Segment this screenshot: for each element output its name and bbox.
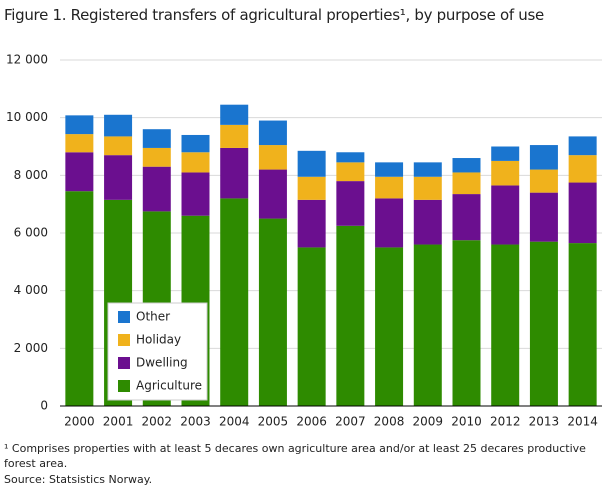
y-tick-label: 4 000 [14, 283, 48, 297]
bar-segment [491, 160, 520, 186]
bar-segment [568, 243, 597, 406]
bar-segment [452, 194, 481, 241]
bar-segment [181, 172, 210, 216]
x-tick-label: 2009 [413, 415, 444, 429]
bar-segment [375, 176, 404, 199]
bar-segment [452, 158, 481, 173]
chart-title: Figure 1. Registered transfers of agricu… [4, 6, 544, 24]
bar-segment [297, 176, 326, 200]
y-tick-label: 8 000 [14, 168, 48, 182]
bar-segment [452, 240, 481, 406]
y-tick-label: 12 000 [6, 53, 48, 67]
bar-segment [413, 199, 442, 245]
bar-segment [220, 124, 249, 148]
bar-segment [336, 225, 365, 406]
legend-label: Holiday [136, 333, 181, 347]
x-tick-label: 2001 [103, 415, 134, 429]
x-tick-label: 2003 [180, 415, 211, 429]
x-tick-label: 2013 [529, 415, 560, 429]
bar-segment [104, 114, 133, 137]
bar-segment [258, 145, 287, 170]
x-tick-label: 2000 [64, 415, 95, 429]
bar-segment [258, 169, 287, 219]
bar-segment [65, 191, 94, 406]
bar-segment [491, 146, 520, 161]
legend-swatch [118, 380, 130, 392]
bar-segment [336, 152, 365, 163]
bar-segment [104, 155, 133, 200]
bar-segment [336, 181, 365, 226]
x-tick-label: 2012 [490, 415, 521, 429]
x-tick-label: 2010 [451, 415, 482, 429]
bar-segment [142, 166, 171, 212]
y-tick-label: 2 000 [14, 341, 48, 355]
bar-segment [568, 182, 597, 244]
bar-segment [413, 176, 442, 200]
x-tick-label: 2004 [219, 415, 250, 429]
y-tick-label: 0 [40, 399, 48, 413]
source: Source: Statsistics Norway. [4, 473, 153, 486]
bar-segment [529, 241, 558, 406]
bar-segment [220, 104, 249, 125]
bar-segment [181, 134, 210, 153]
bar-segment [142, 147, 171, 167]
bar-segment [142, 129, 171, 148]
bar-segment [258, 120, 287, 146]
bar-segment [220, 147, 249, 199]
legend-swatch [118, 311, 130, 323]
x-tick-label: 2014 [567, 415, 598, 429]
bar-segment [65, 152, 94, 192]
y-tick-label: 6 000 [14, 226, 48, 240]
bar-segment [336, 162, 365, 182]
bar-segment [375, 247, 404, 406]
bar-segment [65, 134, 94, 153]
bar-segment [375, 162, 404, 177]
legend-label: Dwelling [136, 356, 188, 370]
bar-segment [65, 115, 94, 135]
bar-segment [104, 136, 133, 156]
bar-segment [220, 198, 249, 406]
bar-segment [258, 218, 287, 406]
bar-segment [529, 192, 558, 242]
bar-segment [181, 152, 210, 173]
legend-swatch [118, 357, 130, 369]
bar-segment [375, 198, 404, 248]
bar-segment [297, 247, 326, 406]
x-tick-label: 2006 [296, 415, 327, 429]
x-tick-label: 2005 [258, 415, 289, 429]
bar-segment [297, 199, 326, 248]
bar-segment [529, 145, 558, 170]
x-tick-label: 2002 [142, 415, 173, 429]
bar-segment [297, 150, 326, 177]
bar-segment [413, 244, 442, 406]
bar-segment [491, 185, 520, 245]
x-tick-label: 2008 [374, 415, 405, 429]
legend-label: Other [136, 310, 170, 324]
legend-swatch [118, 334, 130, 346]
bar-segment [413, 162, 442, 177]
footnote: ¹ Comprises properties with at least 5 d… [4, 442, 586, 470]
bar-segment [568, 155, 597, 183]
x-tick-label: 2007 [335, 415, 366, 429]
y-tick-label: 10 000 [6, 110, 48, 124]
legend-label: Agriculture [136, 379, 202, 393]
bar-segment [452, 172, 481, 195]
bar-segment [529, 169, 558, 193]
bar-segment [491, 244, 520, 406]
bar-segment [568, 136, 597, 156]
